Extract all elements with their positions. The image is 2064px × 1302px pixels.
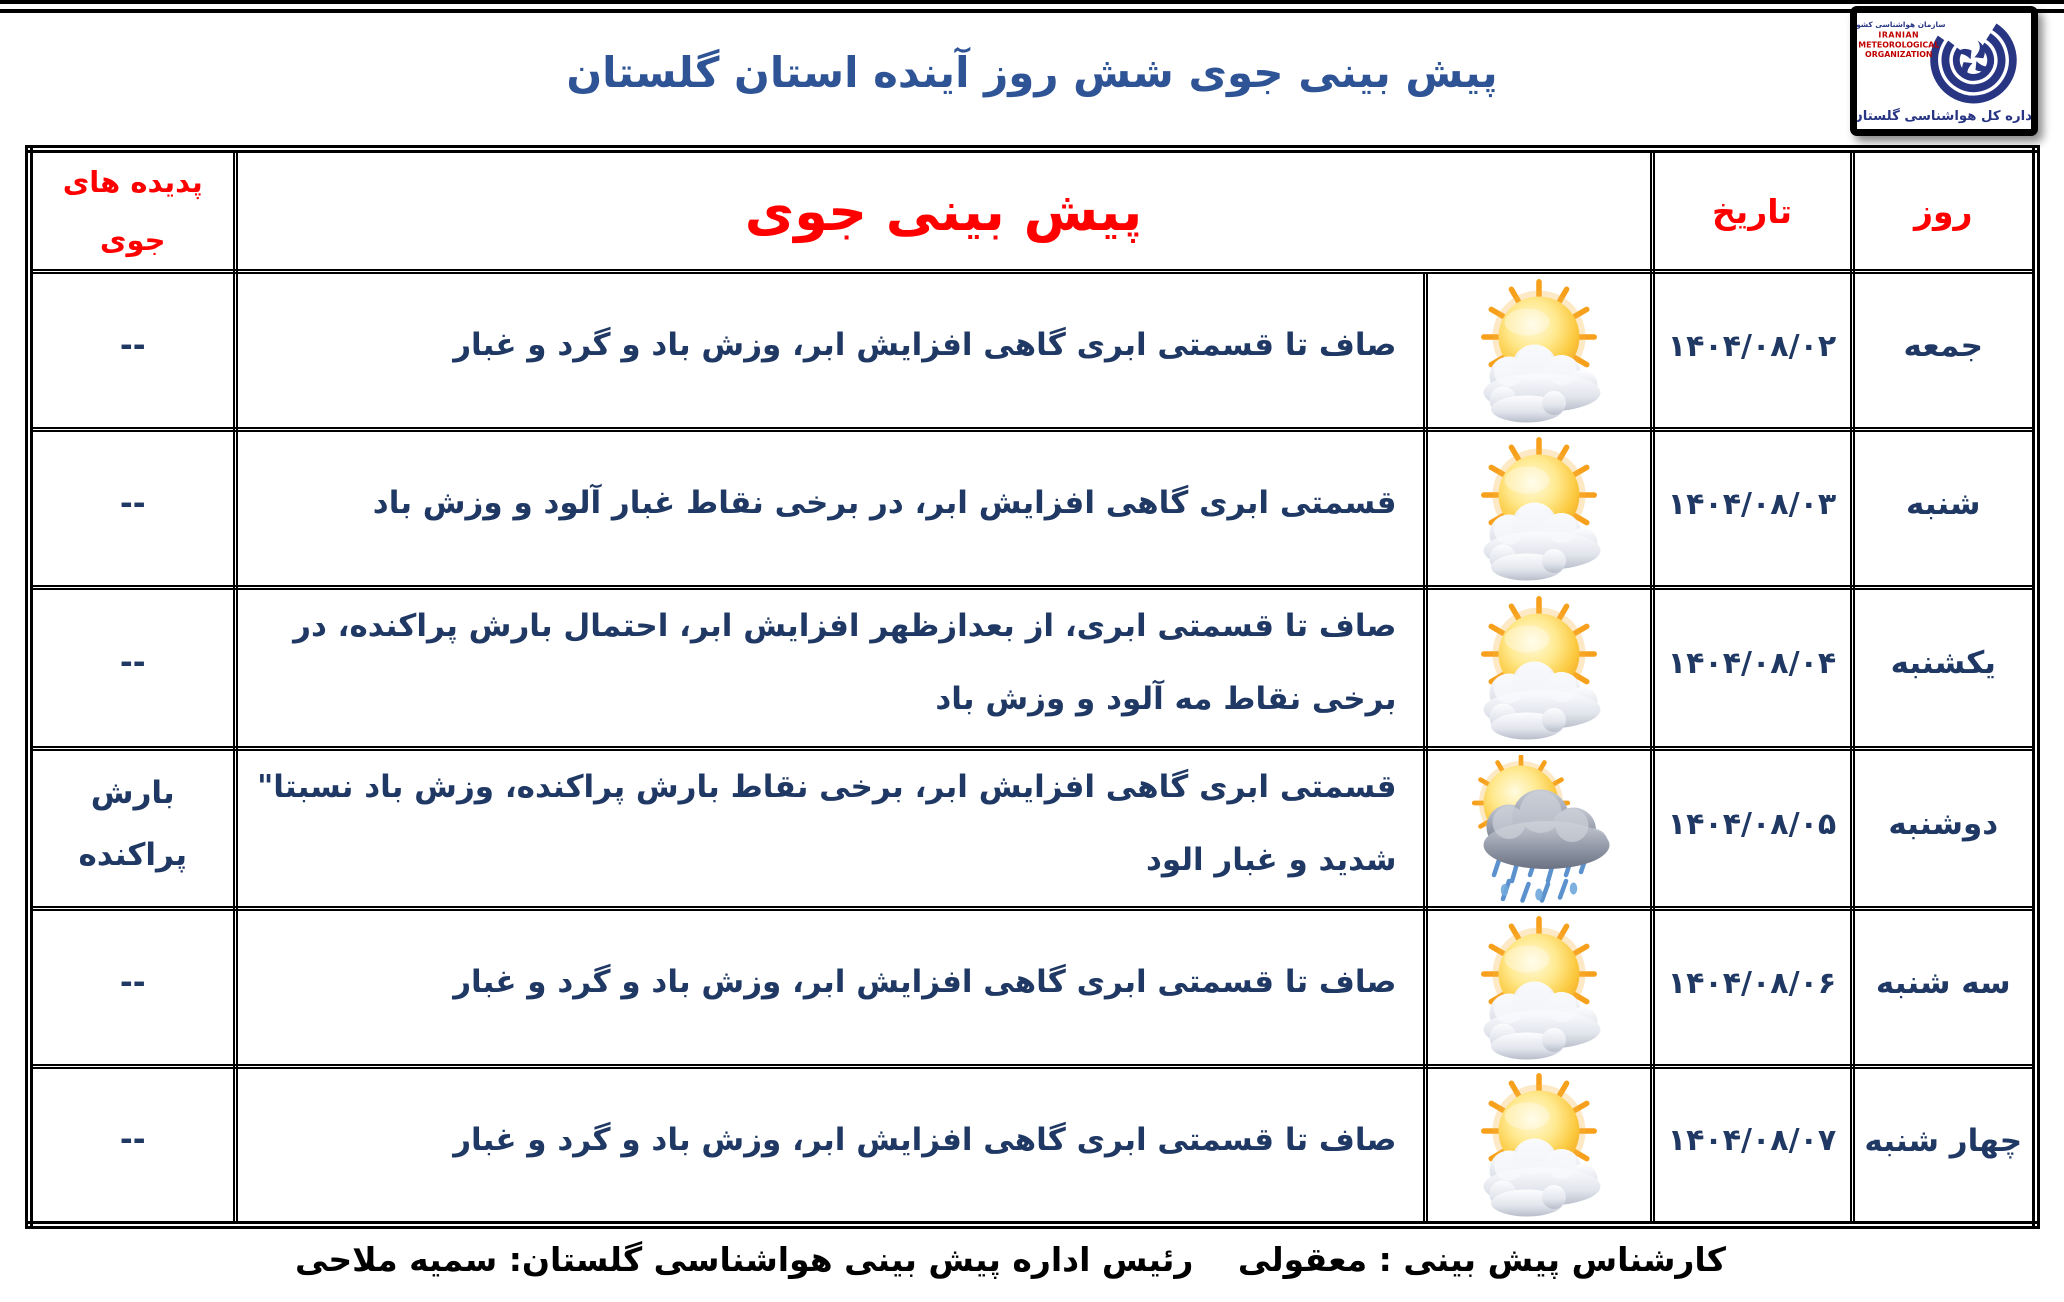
day-column-header: روز xyxy=(1849,146,2039,274)
date-cell: ۱۴۰۴/۰۸/۰۲ xyxy=(1649,269,1855,432)
forecast-cell: قسمتی ابری گاهی افزایش ابر، برخی نقاط با… xyxy=(232,745,1428,912)
phenomena-cell: -- xyxy=(26,269,238,432)
sun-rain-icon xyxy=(1433,755,1645,905)
day-cell: شنبه xyxy=(1849,427,2039,590)
logo-org-en-2: METEOROLOGICAL xyxy=(1858,40,1939,49)
logo-org-fa: سازمان هواشناسی کشور xyxy=(1857,20,1946,29)
forecast-cell: قسمتی ابری گاهی افزایش ابر، در برخی نقاط… xyxy=(232,427,1428,590)
forecast-office-head-name: رئیس اداره پیش بینی هواشناسی گلستان: سمی… xyxy=(295,1240,1194,1279)
sun-clouds-icon xyxy=(1433,594,1645,744)
table-row: چهار شنبه ۱۴۰۴/۰۸/۰۷ صاف تا قسمتی ابری گ… xyxy=(26,1064,2039,1228)
logo-office-name: اداره کل هواشناسی گلستان xyxy=(1857,107,2031,124)
forecast-cell: صاف تا قسمتی ابری گاهی افزایش ابر، وزش ب… xyxy=(232,269,1428,432)
weather-icon-cell xyxy=(1422,1064,1655,1228)
date-cell: ۱۴۰۴/۰۸/۰۳ xyxy=(1649,427,1855,590)
forecast-table: روز تاریخ پیش بینی جوی پدیده های جوی جمع… xyxy=(25,145,2040,1230)
phenomena-cell: -- xyxy=(26,585,238,751)
weather-icon-cell xyxy=(1422,269,1655,432)
phenomena-cell: -- xyxy=(26,427,238,590)
date-cell: ۱۴۰۴/۰۸/۰۷ xyxy=(1649,1064,1855,1228)
sun-clouds-icon xyxy=(1433,1071,1645,1221)
forecast-cell: صاف تا قسمتی ابری گاهی افزایش ابر، وزش ب… xyxy=(232,1064,1428,1228)
date-cell: ۱۴۰۴/۰۸/۰۶ xyxy=(1649,906,1855,1070)
forecast-expert-name: کارشناس پیش بینی : معقولی xyxy=(1237,1240,1726,1279)
day-cell: سه شنبه xyxy=(1849,906,2039,1070)
header-row: روز تاریخ پیش بینی جوی پدیده های جوی xyxy=(26,146,2039,274)
sun-clouds-icon xyxy=(1433,435,1645,585)
top-divider xyxy=(0,0,2064,13)
sun-clouds-icon xyxy=(1433,277,1645,427)
phenomena-cell: -- xyxy=(26,1064,238,1228)
signature-footer: کارشناس پیش بینی : معقولی رئیس اداره پیش… xyxy=(0,1238,2064,1298)
phenomena-cell: بارش پراکنده xyxy=(26,745,238,912)
weather-icon-cell xyxy=(1422,585,1655,751)
meteorological-organization-logo: سازمان هواشناسی کشور IRANIAN METEOROLOGI… xyxy=(1850,6,2038,136)
day-cell: یکشنبه xyxy=(1849,585,2039,751)
phenomena-cell: -- xyxy=(26,906,238,1070)
page-title: پیش بینی جوی شش روز آینده استان گلستان xyxy=(566,48,1498,97)
table-row: جمعه ۱۴۰۴/۰۸/۰۲ صاف تا قسمتی ابری گاهی ا… xyxy=(26,269,2039,432)
weather-icon-cell xyxy=(1422,745,1655,912)
date-cell: ۱۴۰۴/۰۸/۰۴ xyxy=(1649,585,1855,751)
sun-clouds-icon xyxy=(1433,914,1645,1064)
phenomena-column-header: پدیده های جوی xyxy=(26,146,238,274)
logo-org-en-3: ORGANIZATION xyxy=(1865,50,1932,59)
logo-org-en-1: IRANIAN xyxy=(1878,31,1919,40)
table-row: سه شنبه ۱۴۰۴/۰۸/۰۶ صاف تا قسمتی ابری گاه… xyxy=(26,906,2039,1070)
weather-icon-cell xyxy=(1422,906,1655,1070)
day-cell: چهار شنبه xyxy=(1849,1064,2039,1228)
day-cell: جمعه xyxy=(1849,269,2039,432)
met-org-logo-icon: سازمان هواشناسی کشور IRANIAN METEOROLOGI… xyxy=(1857,13,2031,129)
table-row: شنبه ۱۴۰۴/۰۸/۰۳ قسمتی ابری گاهی افزایش ا… xyxy=(26,427,2039,590)
forecast-column-header: پیش بینی جوی xyxy=(232,146,1655,274)
table-row: دوشنبه ۱۴۰۴/۰۸/۰۵ قسمتی ابری گاهی افزایش… xyxy=(26,745,2039,912)
forecast-cell: صاف تا قسمتی ابری، از بعدازظهر افزایش اب… xyxy=(232,585,1428,751)
table-row: یکشنبه ۱۴۰۴/۰۸/۰۴ صاف تا قسمتی ابری، از … xyxy=(26,585,2039,751)
day-cell: دوشنبه xyxy=(1849,745,2039,912)
date-cell: ۱۴۰۴/۰۸/۰۵ xyxy=(1649,745,1855,912)
forecast-cell: صاف تا قسمتی ابری گاهی افزایش ابر، وزش ب… xyxy=(232,906,1428,1070)
weather-icon-cell xyxy=(1422,427,1655,590)
date-column-header: تاریخ xyxy=(1649,146,1855,274)
